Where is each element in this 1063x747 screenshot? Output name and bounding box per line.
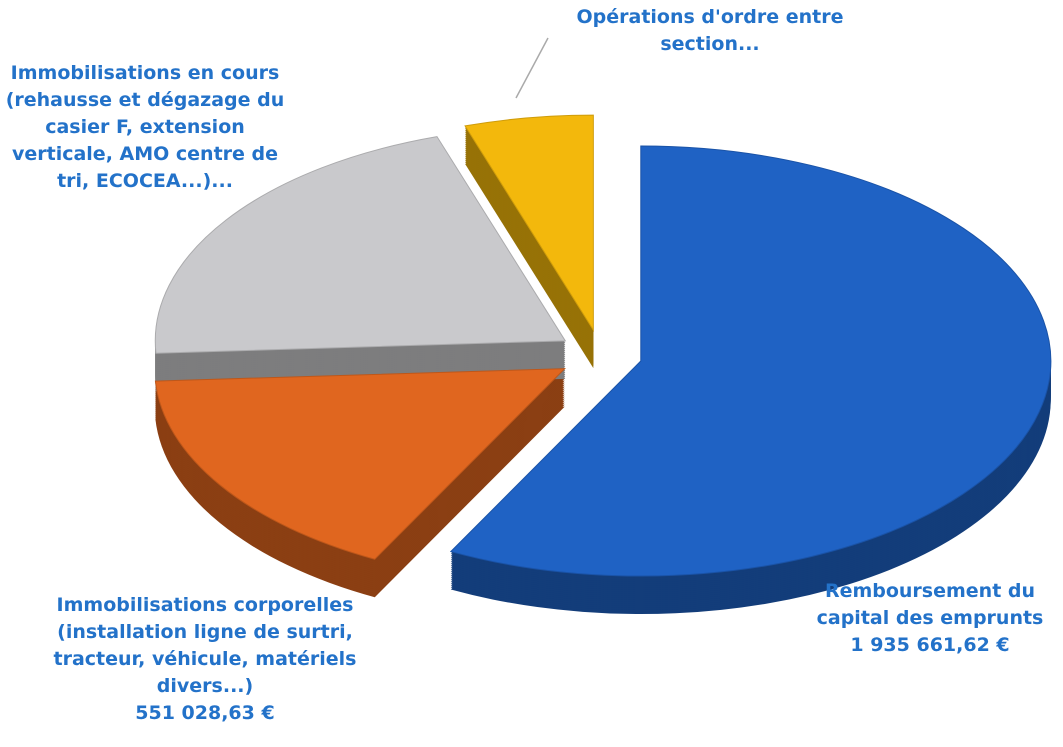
slice (449, 145, 1052, 577)
value-label: 1 935 661,62 € (850, 634, 1010, 656)
value-label: 551 028,63 € (135, 702, 275, 724)
slice-label: Immobilisations en cours (rehausse et dé… (0, 60, 290, 195)
slice (154, 368, 566, 560)
category-label: Immobilisations en cours (rehausse et dé… (5, 62, 285, 192)
category-label: Immobilisations corporelles (installatio… (53, 594, 357, 697)
category-label: Remboursement du capital des emprunts (816, 580, 1044, 629)
slice-label: Remboursement du capital des emprunts 1 9… (800, 578, 1060, 659)
slice-label: Opérations d'ordre entre section... (560, 4, 860, 58)
leader-line (515, 37, 549, 99)
slice-label: Immobilisations corporelles (installatio… (20, 592, 390, 727)
slice (154, 136, 567, 354)
category-label: Opérations d'ordre entre section... (576, 6, 844, 55)
slice (464, 114, 594, 332)
